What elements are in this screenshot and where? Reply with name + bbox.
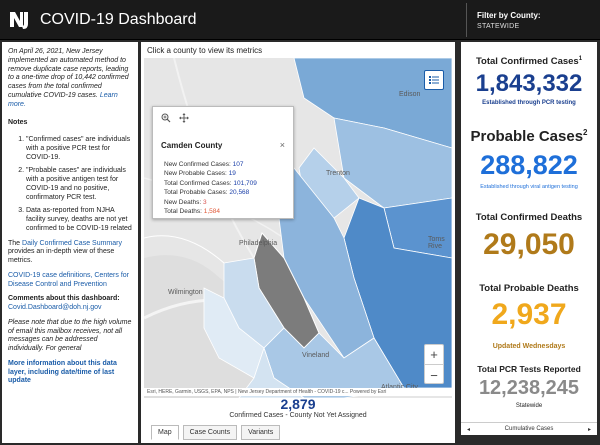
stats-panel: Total Confirmed Cases1 1,843,332 Establi…	[461, 42, 597, 435]
zoom-to-icon[interactable]	[161, 113, 171, 123]
next-arrow-icon[interactable]: ▸	[587, 426, 591, 433]
county-map[interactable]: Edison Trenton Toms Rive Philadelphia Wi…	[144, 58, 452, 398]
popup-row-label: Total Deaths:	[164, 208, 202, 216]
notes-list: "Confirmed cases" are individuals with a…	[8, 136, 132, 234]
popup-row-value: 101,709	[233, 179, 257, 187]
stats-pager: ◂ Cumulative Cases ▸	[461, 422, 597, 435]
map-caption: Click a county to view its metrics	[147, 46, 263, 55]
map-tabs: Map Case Counts Variants	[151, 425, 284, 440]
probable-cases-label: Probable Cases2	[461, 128, 597, 145]
filter-value[interactable]: STATEWIDE	[477, 23, 520, 30]
confirmed-deaths-label: Total Confirmed Deaths	[475, 212, 583, 223]
place-label-edison: Edison	[399, 91, 421, 98]
pan-icon[interactable]	[179, 113, 189, 123]
note-item: "Confirmed cases" are individuals with a…	[26, 136, 132, 162]
pcr-tests-label: Total PCR Tests Reported	[477, 364, 581, 374]
cdc-definitions-link[interactable]: COVID-19 case definitions, Centers for D…	[8, 271, 129, 288]
probable-cases-value: 288,822	[480, 150, 578, 180]
confirmed-cases-footnote: 1	[578, 56, 583, 62]
pcr-tests-value: 12,238,245	[478, 377, 580, 399]
popup-row: New Probable Cases: 19	[164, 169, 257, 178]
zoom-out-button[interactable]: −	[430, 367, 438, 383]
popup-row-value: 107	[232, 161, 244, 168]
popup-row-label: New Confirmed Cases:	[164, 161, 231, 168]
intro-text: On April 26, 2021, New Jersey implemente…	[8, 48, 129, 99]
tab-map[interactable]: Map	[151, 425, 179, 440]
place-label-toms-river: Toms Rive	[428, 236, 445, 250]
confirmed-cases-sub: Established through PCR testing	[482, 100, 576, 106]
confirmed-cases-label-text: Total Confirmed Cases	[475, 56, 579, 68]
zoom-in-button[interactable]: +	[425, 345, 443, 365]
probable-cases-label-text: Probable Cases	[470, 128, 584, 145]
layer-list-button[interactable]	[424, 70, 444, 90]
email-link[interactable]: Covid.Dashboard@doh.nj.gov	[8, 304, 102, 311]
place-label-atlantic-city: Atlantic City	[381, 384, 418, 391]
place-label-wilmington: Wilmington	[168, 289, 203, 296]
list-icon	[429, 76, 439, 84]
popup-row: New Confirmed Cases: 107	[164, 160, 257, 169]
daily-summary-link[interactable]: Daily Confirmed Case Summary	[22, 239, 122, 247]
popup-row-value: 20,568	[229, 189, 250, 197]
county-filter[interactable]: Filter by County: STATEWIDE	[466, 3, 596, 37]
nj-logo-icon	[10, 12, 28, 29]
popup-row-label: New Probable Cases:	[164, 170, 227, 178]
place-label-philadelphia: Philadelphia	[239, 240, 278, 247]
note-item: Data as-reported from NJHA facility surv…	[26, 207, 132, 233]
learn-more-link[interactable]: Learn more.	[8, 91, 118, 108]
comments-heading: Comments about this dashboard:	[8, 295, 120, 303]
tab-variants[interactable]: Variants	[241, 425, 281, 440]
comments-block: Comments about this dashboard: Covid.Das…	[8, 295, 132, 313]
probable-deaths-sub: Updated Wednesdays	[492, 343, 566, 350]
notes-panel: On April 26, 2021, New Jersey implemente…	[2, 42, 138, 443]
popup-close-button[interactable]: ×	[279, 140, 285, 150]
probable-cases-sub: Established through viral antigen testin…	[480, 184, 578, 190]
popup-row-value: 3	[203, 198, 207, 206]
zoom-control: + −	[424, 344, 444, 384]
map-attribution: Esri, HERE, Garmin, USGS, EPA, NPS | New…	[144, 388, 452, 396]
tab-case-counts[interactable]: Case Counts	[182, 425, 238, 440]
popup-row: Total Deaths: 1,584	[164, 207, 257, 216]
email-note: Please note that due to the high volume …	[8, 318, 132, 352]
map-canvas[interactable]	[144, 58, 452, 398]
county-popup: Camden County × New Confirmed Cases: 107…	[152, 106, 294, 219]
popup-row-label: Total Probable Cases:	[164, 189, 228, 197]
popup-row: Total Confirmed Cases: 101,709	[164, 179, 257, 188]
app-title: COVID-19 Dashboard	[40, 11, 197, 28]
popup-metrics: New Confirmed Cases: 107 New Probable Ca…	[164, 160, 257, 216]
probable-deaths-label: Total Probable Deaths	[479, 283, 579, 294]
filter-label: Filter by County:	[477, 11, 541, 20]
place-label-vineland: Vineland	[302, 352, 330, 359]
popup-row-value: 1,584	[203, 208, 221, 216]
probable-deaths-value: 2,937	[491, 298, 567, 331]
confirmed-deaths-value: 29,050	[483, 228, 575, 261]
map-panel: Click a county to view its metrics	[141, 42, 455, 443]
place-label-trenton: Trenton	[326, 170, 350, 177]
summary-post: provides an in-depth view of these metri…	[8, 248, 115, 264]
note-item: "Probable cases" are individuals with a …	[26, 167, 132, 202]
popup-row-label: Total Confirmed Cases:	[164, 179, 232, 187]
unassigned-cases: 2,879 Confirmed Cases - County Not Yet A…	[141, 396, 455, 419]
popup-row-value: 19	[228, 170, 236, 178]
confirmed-cases-value: 1,843,332	[475, 70, 583, 97]
pager-label: Cumulative Cases	[504, 426, 554, 432]
intro-note: On April 26, 2021, New Jersey implemente…	[8, 48, 132, 109]
popup-row: New Deaths: 3	[164, 198, 257, 207]
notes-heading: Notes	[8, 119, 28, 127]
popup-row: Total Probable Cases: 20,568	[164, 188, 257, 197]
popup-title: Camden County	[161, 141, 223, 150]
prev-arrow-icon[interactable]: ◂	[467, 426, 471, 433]
popup-row-label: New Deaths:	[164, 198, 202, 206]
popup-toolbar	[161, 113, 189, 123]
unassigned-value: 2,879	[280, 396, 316, 412]
probable-cases-footnote: 2	[583, 128, 588, 137]
summary-note: The Daily Confirmed Case Summary provide…	[8, 240, 132, 266]
app-header: COVID-19 Dashboard Filter by County: STA…	[0, 0, 600, 40]
confirmed-cases-label: Total Confirmed Cases1	[461, 56, 597, 67]
more-info-link[interactable]: More information about this data layer, …	[8, 359, 117, 385]
pcr-tests-sub: Statewide	[515, 403, 543, 409]
unassigned-label: Confirmed Cases - County Not Yet Assigne…	[229, 412, 367, 419]
summary-pre: The	[8, 239, 21, 247]
